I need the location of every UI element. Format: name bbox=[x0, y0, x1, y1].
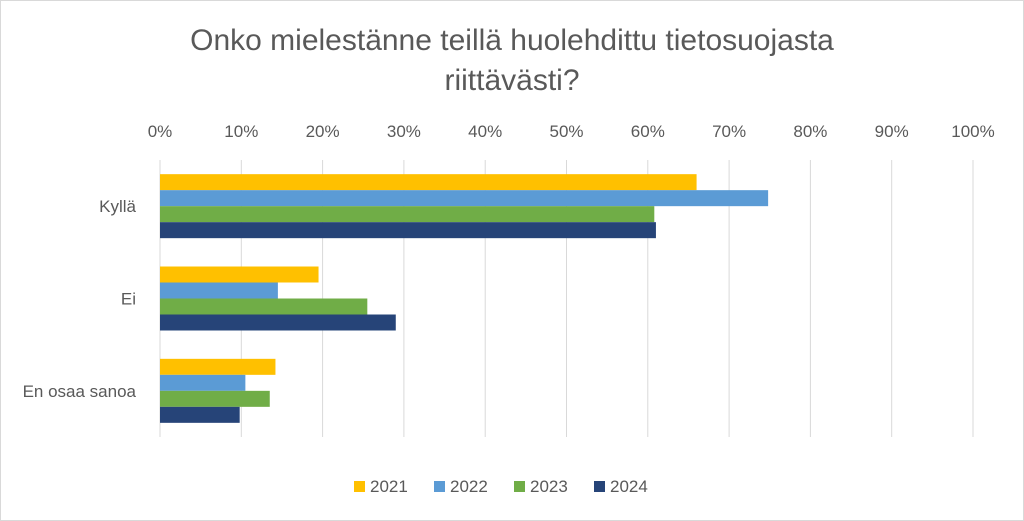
bar-2024-0 bbox=[160, 222, 656, 239]
x-tick-label: 10% bbox=[224, 122, 258, 141]
legend-swatch-2022 bbox=[434, 481, 445, 492]
bar-2023-0 bbox=[160, 206, 655, 223]
x-tick-label: 40% bbox=[468, 122, 502, 141]
x-tick-label: 60% bbox=[631, 122, 665, 141]
bar-2021-0 bbox=[160, 174, 697, 191]
x-tick-label: 90% bbox=[875, 122, 909, 141]
bar-2022-1 bbox=[160, 282, 278, 299]
category-label: En osaa sanoa bbox=[23, 382, 137, 401]
chart-title-line-2: riittävästi? bbox=[444, 64, 580, 97]
category-label: Ei bbox=[121, 290, 136, 309]
x-tick-label: 0% bbox=[148, 122, 173, 141]
bar-2023-2 bbox=[160, 390, 270, 407]
legend-label-2024: 2024 bbox=[610, 477, 648, 496]
legend-swatch-2024 bbox=[594, 481, 605, 492]
x-tick-label: 30% bbox=[387, 122, 421, 141]
legend-swatch-2023 bbox=[514, 481, 525, 492]
bars bbox=[160, 174, 769, 423]
category-labels: Kyllä Ei En osaa sanoa bbox=[23, 197, 137, 401]
bar-2021-2 bbox=[160, 358, 276, 375]
x-tick-labels: 0% 10% 20% 30% 40% 50% 60% 70% 80% 90% 100% bbox=[148, 122, 995, 141]
bar-2023-1 bbox=[160, 298, 368, 315]
legend-label-2023: 2023 bbox=[530, 477, 568, 496]
x-tick-label: 100% bbox=[951, 122, 994, 141]
legend-label-2021: 2021 bbox=[370, 477, 408, 496]
legend-label-2022: 2022 bbox=[450, 477, 488, 496]
legend-swatch-2021 bbox=[354, 481, 365, 492]
legend: 2021 2022 2023 2024 bbox=[354, 477, 648, 496]
bar-2022-2 bbox=[160, 374, 246, 391]
x-tick-label: 80% bbox=[793, 122, 827, 141]
x-tick-label: 50% bbox=[549, 122, 583, 141]
bar-2024-1 bbox=[160, 314, 396, 331]
chart-title-line-1: Onko mielestänne teillä huolehdittu tiet… bbox=[190, 24, 834, 57]
category-label: Kyllä bbox=[99, 197, 136, 216]
x-tick-label: 70% bbox=[712, 122, 746, 141]
chart-title: Onko mielestänne teillä huolehdittu tiet… bbox=[1, 21, 1023, 101]
bar-2022-0 bbox=[160, 190, 769, 207]
x-tick-label: 20% bbox=[306, 122, 340, 141]
bar-2024-2 bbox=[160, 406, 240, 423]
bar-2021-1 bbox=[160, 266, 319, 283]
